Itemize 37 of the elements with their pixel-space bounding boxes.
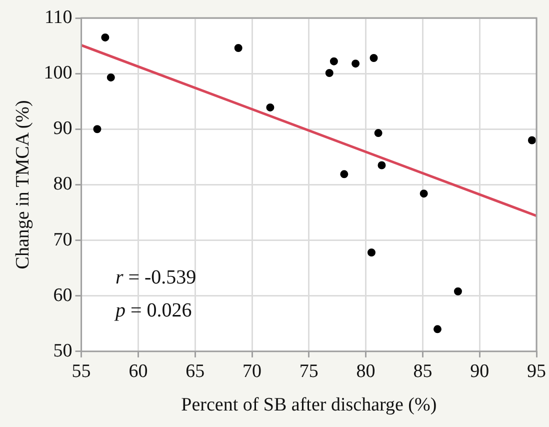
point (234, 44, 242, 52)
point (420, 190, 428, 198)
point (454, 287, 462, 296)
point (352, 60, 360, 68)
y-tick-label: 80 (53, 174, 72, 195)
annotation: r = -0.539 (115, 266, 196, 288)
y-tick-label: 60 (53, 284, 72, 306)
x-tick-label: 95 (527, 360, 546, 382)
y-tick-label: 70 (53, 229, 72, 250)
x-tick-label: 90 (470, 360, 490, 382)
point (378, 161, 386, 170)
point (528, 136, 536, 144)
y-tick-label: 50 (53, 340, 72, 362)
point (330, 57, 338, 66)
point (93, 125, 102, 134)
y-tick-label: 100 (44, 62, 72, 84)
y-axis-title: Change in TMCA (%) (12, 100, 34, 270)
x-tick-label: 80 (356, 360, 376, 382)
x-tick-label: 70 (242, 360, 262, 382)
x-tick-label: 60 (128, 360, 148, 382)
x-tick-label: 85 (413, 360, 432, 382)
point (433, 325, 442, 334)
point (367, 248, 376, 256)
y-tick-label: 90 (53, 118, 72, 140)
point (340, 170, 348, 178)
annotation: p = 0.026 (113, 299, 192, 322)
point (370, 54, 378, 62)
point (101, 33, 110, 42)
point (266, 103, 274, 112)
x-tick-label: 65 (186, 360, 205, 382)
x-tick-label: 55 (72, 360, 91, 382)
point (374, 129, 382, 138)
point (106, 73, 115, 82)
x-tick-label: 75 (299, 360, 318, 382)
point (325, 69, 334, 78)
y-tick-label: 110 (44, 6, 72, 28)
x-axis-title: Percent of SB after discharge (%) (181, 394, 437, 416)
